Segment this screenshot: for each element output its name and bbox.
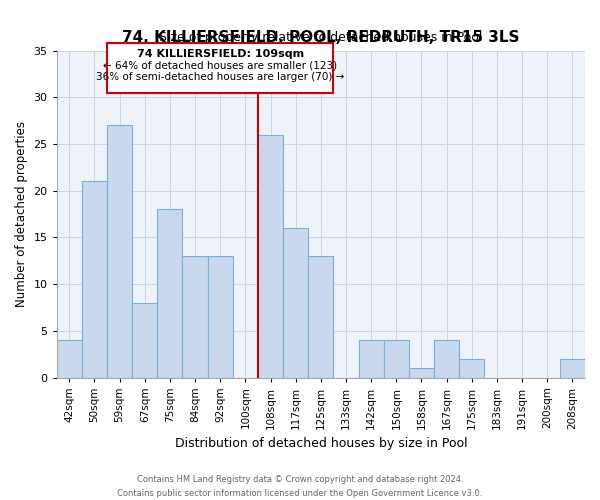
Bar [57,340,82,378]
Bar [82,182,107,378]
Bar [434,340,459,378]
Text: Size of property relative to detached houses in Pool: Size of property relative to detached ho… [159,31,482,44]
Bar [308,256,334,378]
X-axis label: Distribution of detached houses by size in Pool: Distribution of detached houses by size … [175,437,467,450]
Y-axis label: Number of detached properties: Number of detached properties [15,121,28,307]
Bar [182,256,208,378]
FancyBboxPatch shape [107,43,334,92]
Text: 36% of semi-detached houses are larger (70) →: 36% of semi-detached houses are larger (… [96,72,344,82]
Bar [258,134,283,378]
Bar [409,368,434,378]
Text: ← 64% of detached houses are smaller (123): ← 64% of detached houses are smaller (12… [103,61,337,71]
Bar [157,210,182,378]
Bar [560,359,585,378]
Bar [132,303,157,378]
Title: 74, KILLIERSFIELD, POOL, REDRUTH, TR15 3LS: 74, KILLIERSFIELD, POOL, REDRUTH, TR15 3… [122,30,520,46]
Bar [208,256,233,378]
Bar [107,126,132,378]
Bar [283,228,308,378]
Text: Contains HM Land Registry data © Crown copyright and database right 2024.
Contai: Contains HM Land Registry data © Crown c… [118,476,482,498]
Bar [459,359,484,378]
Text: 74 KILLIERSFIELD: 109sqm: 74 KILLIERSFIELD: 109sqm [137,49,304,59]
Bar [359,340,384,378]
Bar [384,340,409,378]
